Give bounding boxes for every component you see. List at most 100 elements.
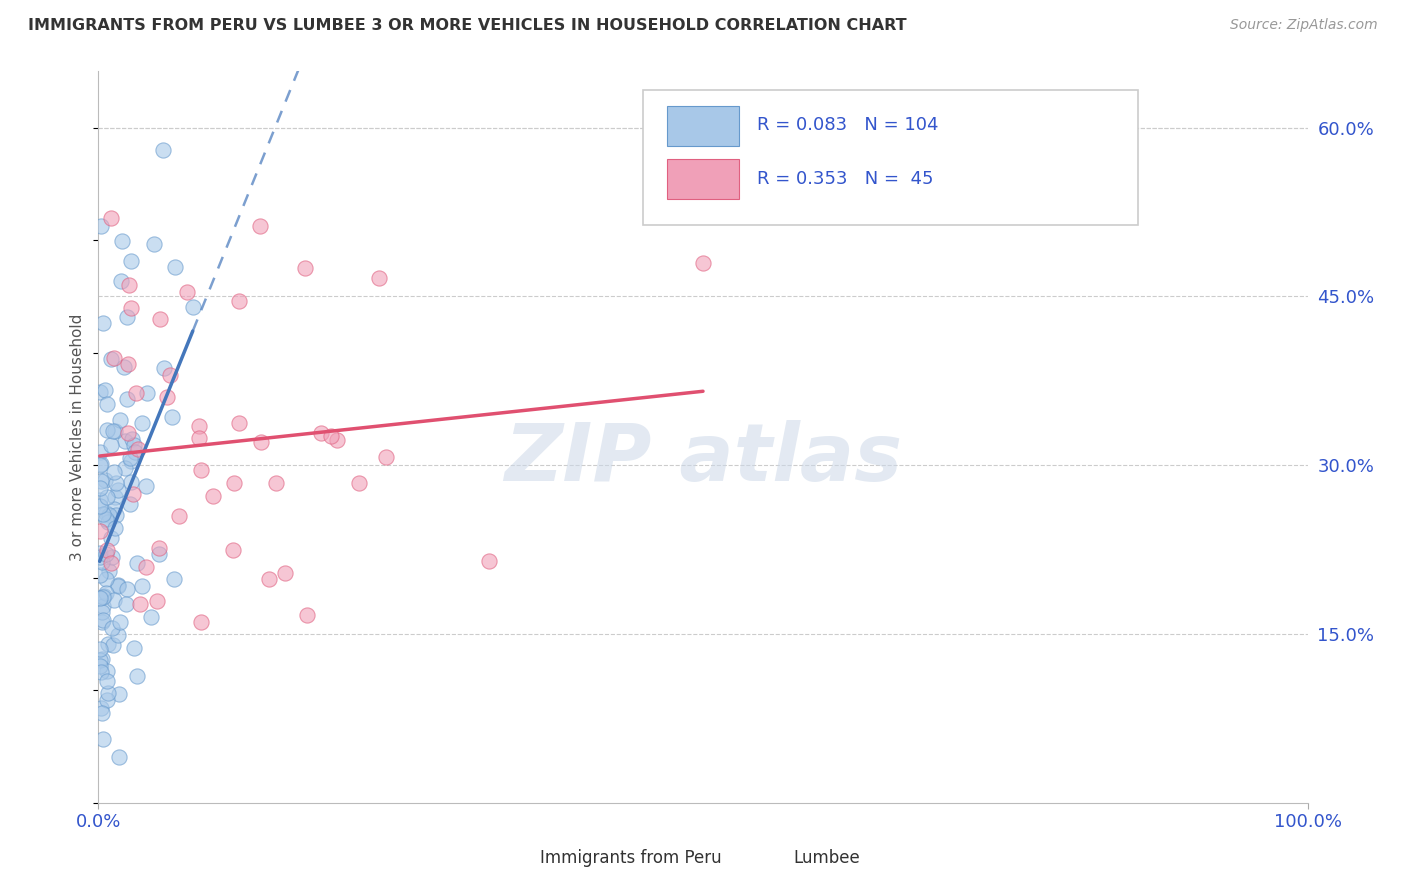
Point: [110, 274, 132, 288]
Point: [114, 461, 136, 475]
Point: [103, 465, 125, 479]
Point: [107, 628, 129, 642]
Point: [125, 669, 148, 683]
Point: [111, 234, 134, 248]
Point: [152, 143, 174, 157]
Point: [163, 260, 186, 274]
Point: [188, 419, 211, 434]
Point: [128, 597, 150, 611]
Point: [120, 453, 142, 467]
Point: [153, 361, 176, 376]
Point: [90, 606, 112, 620]
Point: [96, 674, 118, 689]
Point: [91, 555, 114, 569]
Point: [103, 424, 125, 438]
Point: [89, 659, 111, 673]
Point: [149, 311, 172, 326]
Point: [91, 507, 114, 521]
Point: [108, 687, 131, 701]
Point: [89, 546, 111, 560]
Point: [93, 590, 115, 604]
Point: [122, 487, 145, 501]
Point: [181, 300, 204, 314]
Point: [90, 700, 112, 714]
Point: [103, 502, 125, 516]
Point: [121, 432, 143, 446]
Point: [100, 549, 122, 564]
Point: [115, 582, 138, 596]
Point: [98, 508, 121, 522]
Point: [96, 693, 118, 707]
Point: [100, 556, 122, 570]
Point: [249, 219, 271, 233]
Point: [96, 490, 118, 504]
Point: [167, 508, 190, 523]
Point: [294, 260, 316, 275]
Point: [89, 591, 111, 605]
Text: R = 0.353   N =  45: R = 0.353 N = 45: [758, 169, 934, 188]
Point: [97, 564, 120, 578]
Bar: [666, 106, 740, 146]
Point: [136, 385, 159, 400]
Point: [127, 442, 149, 456]
Bar: [666, 159, 740, 200]
Point: [89, 567, 111, 582]
Point: [478, 554, 501, 568]
Point: [103, 351, 125, 365]
Point: [127, 556, 149, 570]
Point: [96, 506, 118, 520]
Point: [96, 397, 118, 411]
Point: [347, 475, 370, 490]
Point: [96, 547, 118, 561]
Text: Source: ZipAtlas.com: Source: ZipAtlas.com: [1230, 18, 1378, 32]
Point: [96, 665, 118, 679]
Point: [114, 434, 136, 448]
Point: [89, 492, 111, 507]
Point: [90, 706, 112, 721]
Point: [91, 316, 114, 330]
Point: [91, 599, 114, 614]
Point: [89, 458, 111, 472]
Point: [159, 368, 181, 383]
Point: [100, 352, 122, 367]
Point: [89, 524, 111, 539]
Point: [104, 424, 127, 438]
Point: [120, 301, 142, 316]
Point: [367, 270, 389, 285]
Point: [190, 463, 212, 477]
Point: [117, 357, 139, 371]
Point: [107, 579, 129, 593]
Text: Lumbee: Lumbee: [793, 848, 860, 867]
Point: [89, 384, 111, 399]
Point: [89, 550, 111, 565]
Point: [142, 237, 165, 252]
Point: [190, 615, 212, 630]
Point: [135, 478, 157, 492]
Point: [222, 476, 245, 491]
Point: [228, 417, 250, 431]
Point: [105, 476, 128, 491]
Point: [120, 475, 142, 490]
Point: [96, 543, 118, 558]
Point: [103, 521, 125, 535]
Point: [163, 572, 186, 586]
Point: [94, 512, 117, 526]
Point: [90, 457, 112, 471]
Point: [94, 473, 117, 487]
Point: [148, 548, 170, 562]
Point: [118, 497, 141, 511]
Text: R = 0.083   N = 104: R = 0.083 N = 104: [758, 117, 939, 135]
Point: [120, 253, 142, 268]
Point: [107, 750, 129, 764]
Y-axis label: 3 or more Vehicles in Household: 3 or more Vehicles in Household: [70, 313, 86, 561]
Point: [274, 566, 297, 580]
Point: [135, 559, 157, 574]
Point: [103, 593, 125, 607]
Point: [108, 413, 131, 427]
Point: [311, 425, 333, 440]
Point: [146, 594, 169, 608]
Point: [104, 491, 127, 505]
Text: Immigrants from Peru: Immigrants from Peru: [540, 848, 721, 867]
Point: [115, 392, 138, 406]
Point: [91, 590, 114, 604]
